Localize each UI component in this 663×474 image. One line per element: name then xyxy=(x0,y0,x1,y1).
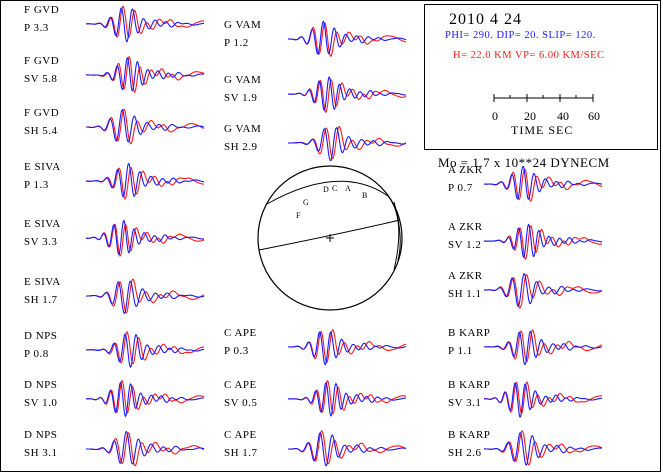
phase-amplitude-label-g-vam-p: P 1.2 xyxy=(224,37,249,49)
time-scale-bar xyxy=(493,94,594,102)
auxiliary-arc xyxy=(393,201,401,261)
synthetic-trace-f-gvd-sh xyxy=(86,108,205,145)
station-label-g-vam-p: G VAM xyxy=(224,19,262,31)
station-label-c-ape-p: C APE xyxy=(224,327,257,339)
station-label-b-karp-p: B KARP xyxy=(448,327,491,339)
station-label-b-karp-sv: B KARP xyxy=(448,379,491,391)
synthetic-trace-e-siva-sv xyxy=(86,223,205,257)
station-label-d-nps-sh: D NPS xyxy=(24,429,58,441)
info-box: 2010 4 24 PHI= 290. DIP= 20. SLIP= 120. … xyxy=(424,4,658,150)
observed-trace-b-karp-sh xyxy=(484,432,602,466)
observed-trace-g-vam-sv xyxy=(288,76,406,111)
phase-amplitude-label-c-ape-sh: SH 1.7 xyxy=(224,447,258,459)
station-label-e-siva-p: E SIVA xyxy=(24,161,61,173)
sphere-station-f: F xyxy=(296,211,301,220)
phase-amplitude-label-f-gvd-p: P 3.3 xyxy=(24,22,49,34)
phase-amplitude-label-e-siva-sh: SH 1.7 xyxy=(24,294,58,306)
observed-trace-e-siva-sh xyxy=(86,280,205,314)
observed-trace-d-nps-sv xyxy=(86,381,204,418)
focal-sphere-outline xyxy=(257,165,403,311)
time-tick-20: 20 xyxy=(524,109,536,123)
phase-amplitude-label-g-vam-sv: SV 1.9 xyxy=(224,92,258,104)
observed-trace-c-ape-p xyxy=(288,331,407,366)
synthetic-trace-g-vam-sh xyxy=(288,125,407,160)
phase-amplitude-label-c-ape-p: P 0.3 xyxy=(224,345,249,357)
phase-amplitude-label-c-ape-sv: SV 0.5 xyxy=(224,397,258,409)
synthetic-trace-a-zkr-sh xyxy=(484,273,603,309)
focal-sphere: FG D C A B xyxy=(257,165,403,311)
observed-trace-d-nps-sh xyxy=(86,430,205,465)
synthetic-trace-f-gvd-p xyxy=(86,5,204,39)
station-label-g-vam-sv: G VAM xyxy=(224,74,262,86)
phase-amplitude-label-e-siva-p: P 1.3 xyxy=(24,179,49,191)
synthetic-trace-d-nps-sv xyxy=(86,379,205,414)
observed-trace-f-gvd-p xyxy=(86,7,205,43)
phase-amplitude-label-g-vam-sh: SH 2.9 xyxy=(224,141,258,153)
phase-amplitude-label-f-gvd-sv: SV 5.8 xyxy=(24,73,58,85)
phase-amplitude-label-f-gvd-sh: SH 5.4 xyxy=(24,125,58,137)
station-label-d-nps-sv: D NPS xyxy=(24,379,58,391)
phase-amplitude-label-b-karp-sh: SH 2.6 xyxy=(448,447,482,459)
sphere-station-g: G xyxy=(303,198,309,207)
observed-trace-c-ape-sh xyxy=(287,432,407,467)
time-tick-40: 40 xyxy=(557,109,569,123)
observed-trace-d-nps-p xyxy=(86,333,205,368)
sphere-station-a: A xyxy=(345,184,351,193)
station-label-e-siva-sv: E SIVA xyxy=(24,218,61,230)
station-label-f-gvd-sh: F GVD xyxy=(24,107,60,119)
time-scale-label: TIME SEC xyxy=(511,123,574,137)
phase-amplitude-label-b-karp-sv: SV 3.1 xyxy=(448,397,482,409)
phase-amplitude-label-a-zkr-sv: SV 1.2 xyxy=(448,239,482,251)
synthetic-trace-b-karp-sh xyxy=(484,430,603,466)
seismic-moment: Mo = 1.7 x 10**24 DYNECM xyxy=(438,155,610,170)
nodal-plane-2 xyxy=(266,180,400,271)
phase-amplitude-label-d-nps-p: P 0.8 xyxy=(24,348,49,360)
station-label-c-ape-sv: C APE xyxy=(224,379,257,391)
observed-trace-g-vam-sh xyxy=(288,126,407,161)
observed-trace-b-karp-sv xyxy=(484,382,603,418)
phase-amplitude-label-e-siva-sv: SV 3.3 xyxy=(24,236,58,248)
sphere-station-c: C xyxy=(332,184,337,193)
nodal-plane-1 xyxy=(258,219,401,251)
station-label-a-zkr-sv: A ZKR xyxy=(448,221,483,233)
phase-amplitude-label-d-nps-sh: SH 3.1 xyxy=(24,447,58,459)
station-label-a-zkr-sh: A ZKR xyxy=(448,270,483,282)
synthetic-trace-a-zkr-sv xyxy=(484,225,603,261)
observed-trace-f-gvd-sv xyxy=(86,57,205,92)
time-tick-0: 0 xyxy=(492,109,498,123)
time-tick-60: 60 xyxy=(588,109,600,123)
observed-trace-g-vam-p xyxy=(288,20,407,55)
observed-trace-f-gvd-sh xyxy=(85,109,205,143)
synthetic-trace-b-karp-sv xyxy=(484,381,603,415)
synthetic-trace-f-gvd-sv xyxy=(86,55,205,93)
observed-trace-b-karp-p xyxy=(483,330,603,366)
focal-mechanism-params: PHI= 290. DIP= 20. SLIP= 120. xyxy=(445,30,596,41)
phase-amplitude-label-a-zkr-sh: SH 1.1 xyxy=(448,288,482,300)
sphere-station-d: D xyxy=(323,185,329,194)
depth-velocity-params: H= 22.0 KM VP= 6.00 KM/SEC xyxy=(453,50,605,61)
station-label-e-siva-sh: E SIVA xyxy=(24,276,61,288)
station-label-d-nps-p: D NPS xyxy=(24,330,58,342)
station-label-a-zkr-p: A ZKR xyxy=(448,164,483,176)
phase-amplitude-label-a-zkr-p: P 0.7 xyxy=(448,182,473,194)
sphere-station-b: B xyxy=(362,191,367,200)
station-label-f-gvd-p: F GVD xyxy=(24,4,60,16)
station-label-g-vam-sh: G VAM xyxy=(224,123,262,135)
phase-amplitude-label-d-nps-sv: SV 1.0 xyxy=(24,397,58,409)
observed-trace-a-zkr-sv xyxy=(484,223,603,258)
station-label-b-karp-sh: B KARP xyxy=(448,429,491,441)
synthetic-trace-g-vam-sv xyxy=(288,79,407,113)
observed-trace-a-zkr-p xyxy=(484,165,603,201)
observed-trace-c-ape-sv xyxy=(288,381,407,417)
observed-trace-e-siva-sv xyxy=(86,219,204,256)
station-label-f-gvd-sv: F GVD xyxy=(24,55,60,67)
station-label-c-ape-sh: C APE xyxy=(224,429,257,441)
observed-trace-e-siva-p xyxy=(86,162,204,198)
observed-trace-a-zkr-sh xyxy=(483,273,603,307)
phase-amplitude-label-b-karp-p: P 1.1 xyxy=(448,345,473,357)
event-date: 2010 4 24 xyxy=(449,11,522,28)
synthetic-trace-e-siva-p xyxy=(86,166,204,200)
